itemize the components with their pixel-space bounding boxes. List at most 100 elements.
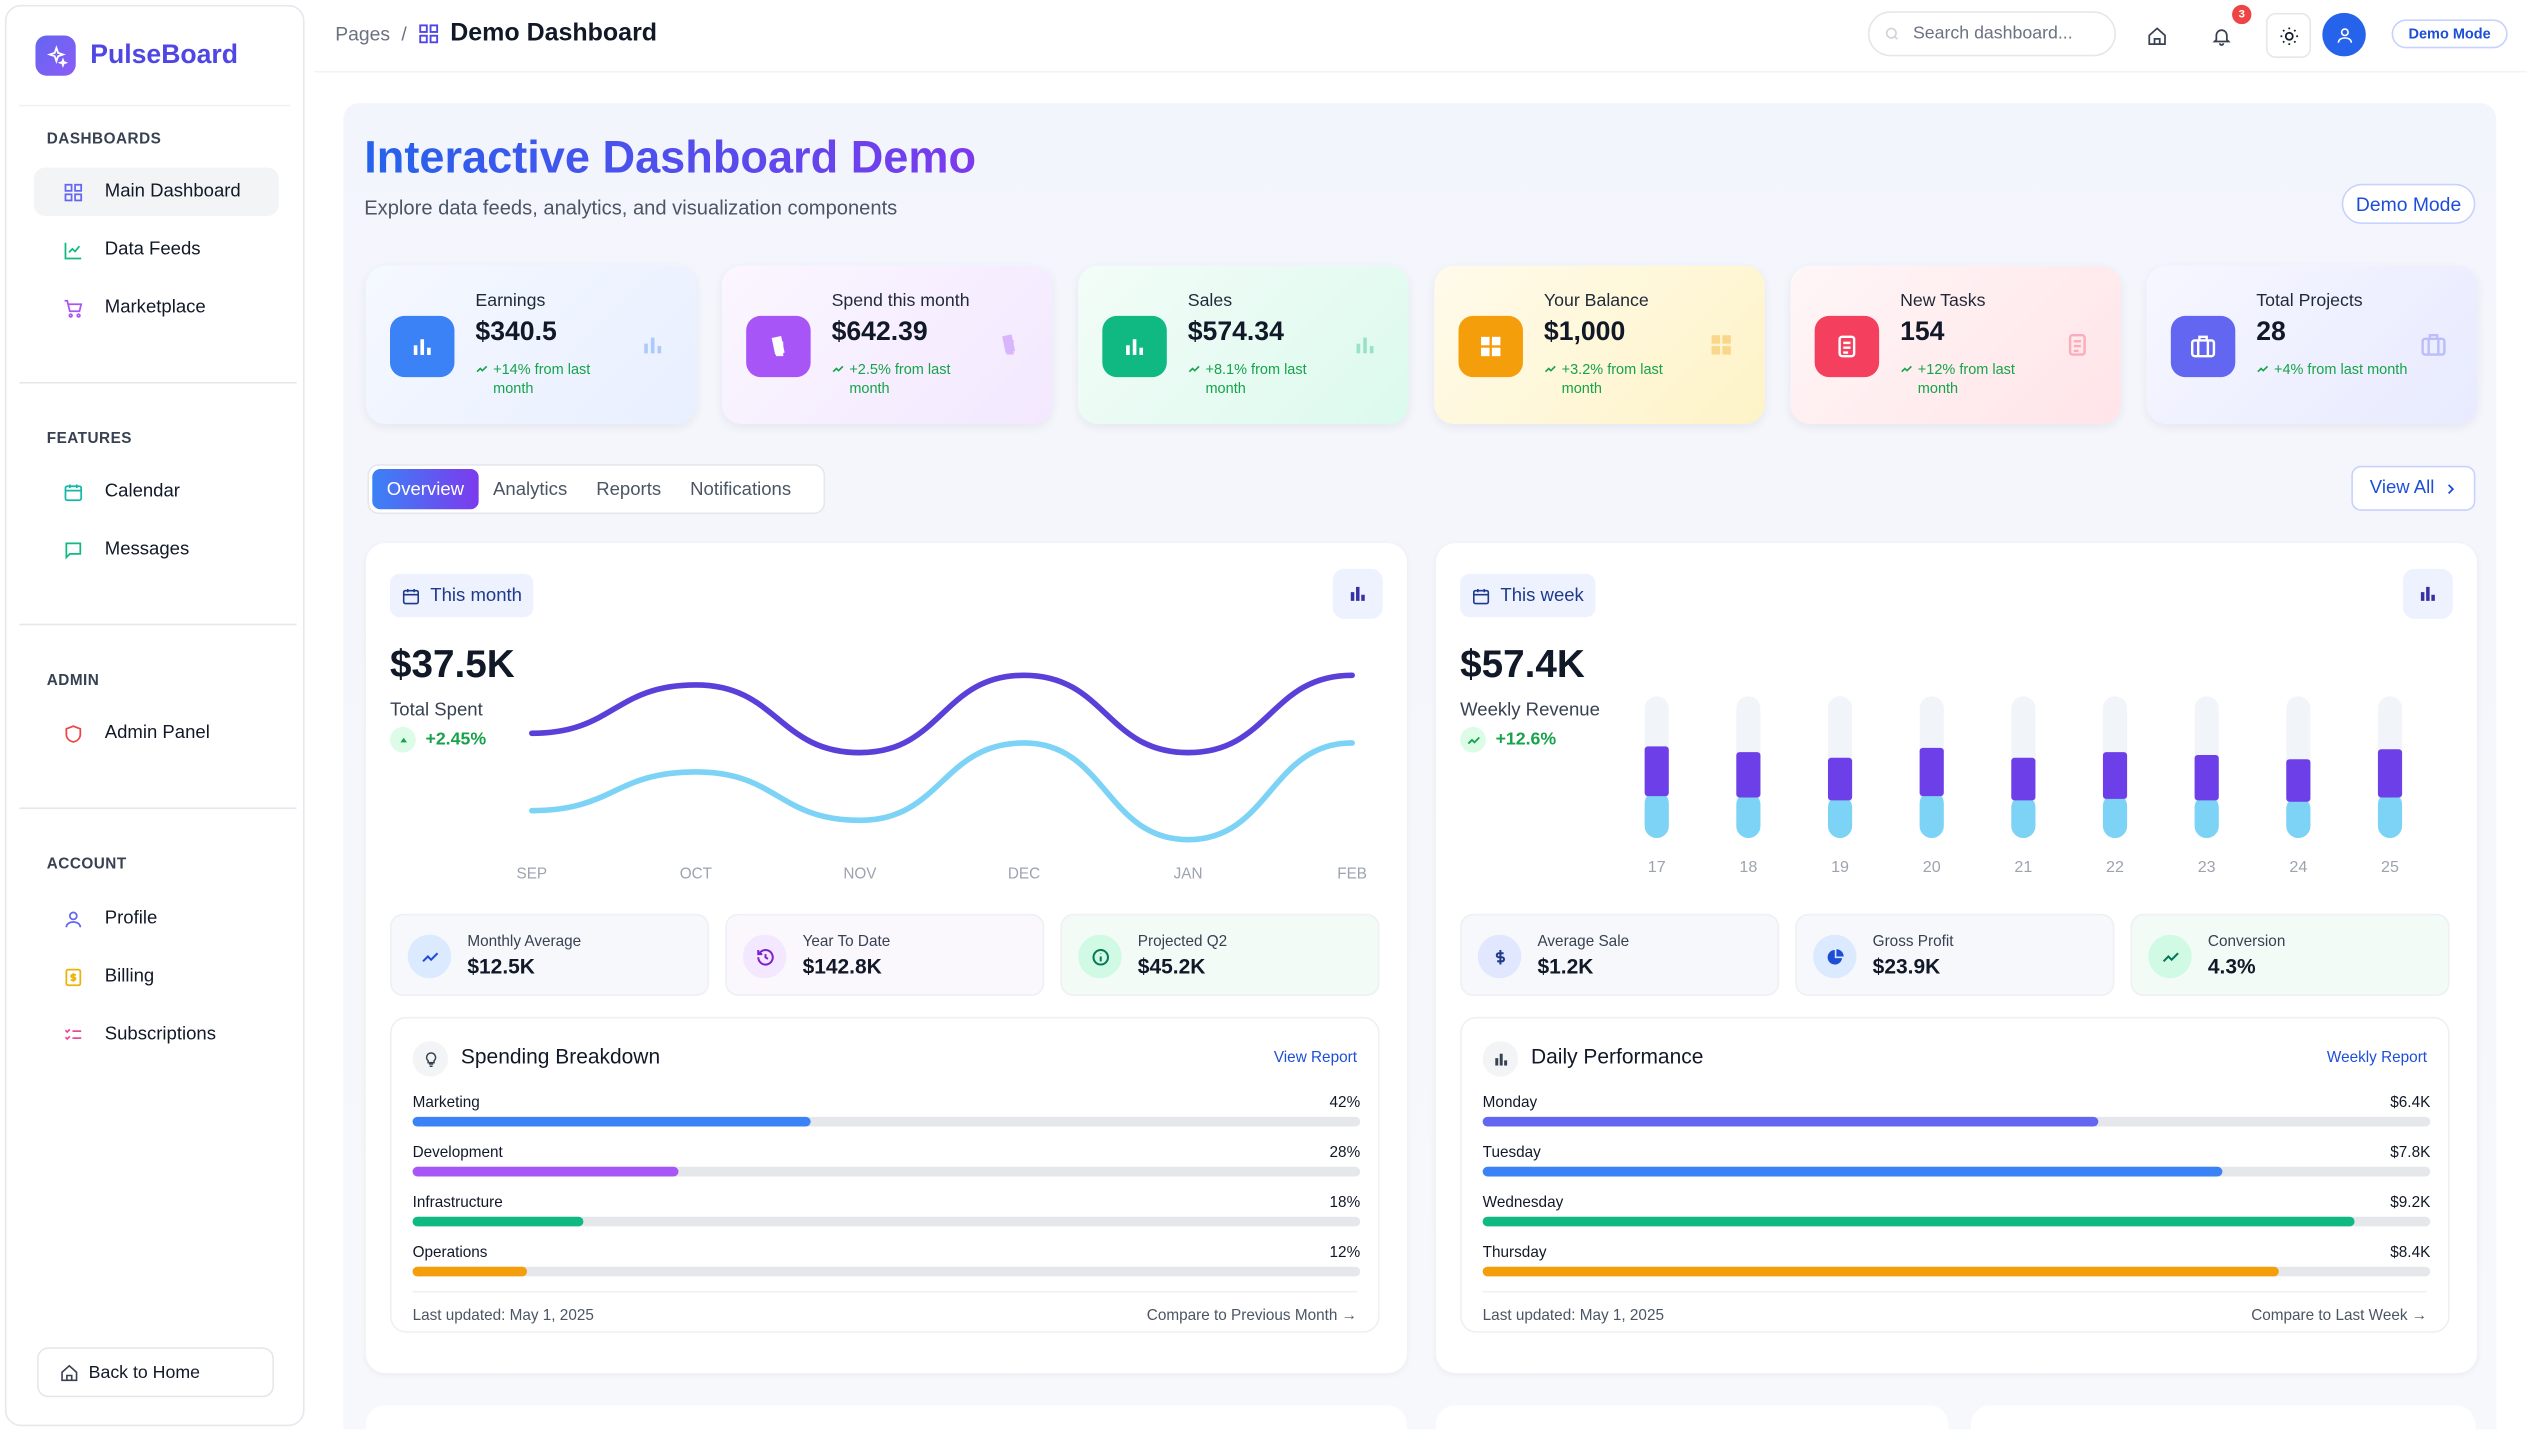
bar-segment-blue[interactable] xyxy=(1919,791,1944,839)
clipboard-icon xyxy=(2063,330,2092,367)
sidebar-item-main-dashboard[interactable]: Main Dashboard xyxy=(33,167,279,216)
row-label: Infrastructure xyxy=(412,1194,503,1212)
bottom-card xyxy=(1435,1405,1949,1430)
demo-mode-badge[interactable]: Demo Mode xyxy=(2391,19,2508,49)
stat-label: Total Projects xyxy=(2256,291,2363,312)
brand[interactable]: PulseBoard xyxy=(19,6,291,107)
trending-up-icon xyxy=(1460,726,1486,753)
bar-segment-purple[interactable] xyxy=(2011,757,2036,801)
bar-segment-blue[interactable] xyxy=(2377,792,2403,839)
sidebar-item-calendar[interactable]: Calendar xyxy=(34,467,279,515)
period-selector[interactable]: This month xyxy=(390,573,534,618)
view-all-button[interactable]: View All xyxy=(2351,465,2476,511)
stat-card-your-balance[interactable]: Your Balance $1,000 +3.2% from last mont… xyxy=(1434,265,1765,424)
sidebar-item-billing[interactable]: Billing xyxy=(34,952,279,1000)
row-value: $8.4K xyxy=(2390,1244,2431,1262)
x-tick-label: 25 xyxy=(2381,858,2399,876)
bar-chart-icon xyxy=(2417,583,2438,604)
bar-segment-blue[interactable] xyxy=(2102,794,2128,839)
stat-card-sales[interactable]: Sales $574.34 +8.1% from last month xyxy=(1078,265,1409,424)
sidebar-item-label: Data Feeds xyxy=(104,240,201,260)
main-content: Interactive Dashboard Demo Explore data … xyxy=(343,103,2497,1430)
pie-chart-icon xyxy=(1813,934,1857,979)
info-icon xyxy=(1078,934,1122,979)
home-button[interactable] xyxy=(2137,16,2176,55)
compare-link[interactable]: Compare to Last Week → xyxy=(2251,1307,2428,1325)
mini-label: Projected Q2 xyxy=(1137,933,1228,951)
weekly-report-link[interactable]: Weekly Report xyxy=(2326,1049,2428,1067)
progress-fill xyxy=(412,1266,527,1277)
chart-type-button[interactable] xyxy=(1332,568,1383,619)
stat-card-earnings[interactable]: Earnings $340.5 +14% from last month xyxy=(365,265,697,424)
tab-analytics[interactable]: Analytics xyxy=(493,479,568,499)
bar-segment-purple[interactable] xyxy=(2377,749,2403,798)
bar-segment-purple[interactable] xyxy=(1644,746,1669,797)
progress-track xyxy=(1482,1216,2431,1227)
row-value: 28% xyxy=(1329,1144,1361,1162)
bar-segment-blue[interactable] xyxy=(1644,791,1669,839)
bar-segment-purple[interactable] xyxy=(1827,757,1853,801)
sidebar-item-data-feeds[interactable]: Data Feeds xyxy=(34,226,279,274)
sidebar-item-subscriptions[interactable]: Subscriptions xyxy=(34,1010,279,1058)
bar-segment-blue[interactable] xyxy=(1827,795,1853,839)
bar-segment-blue[interactable] xyxy=(2011,795,2036,839)
x-tick-label: 19 xyxy=(1831,858,1849,876)
progress-track xyxy=(412,1216,1361,1227)
notifications-button[interactable] xyxy=(2201,16,2240,55)
sidebar-item-messages[interactable]: Messages xyxy=(34,525,279,573)
bar-segment-blue[interactable] xyxy=(2194,795,2219,839)
bar-segment-blue[interactable] xyxy=(1736,792,1761,839)
sidebar-item-admin-panel[interactable]: Admin Panel xyxy=(34,709,279,757)
lightbulb-icon xyxy=(412,1041,449,1077)
period-label: This month xyxy=(430,585,522,606)
briefcase-icon xyxy=(2419,330,2448,367)
tab-overview[interactable]: Overview xyxy=(372,468,479,510)
stat-trend-text: +14% from last month xyxy=(493,360,591,397)
stat-card-total-projects[interactable]: Total Projects 28 +4% from last month xyxy=(2146,265,2478,424)
period-selector[interactable]: This week xyxy=(1460,573,1596,618)
stat-card-new-tasks[interactable]: New Tasks 154 +12% from last month xyxy=(1790,265,2121,424)
chart-type-button[interactable] xyxy=(2402,568,2453,619)
x-tick-label: 18 xyxy=(1739,858,1757,876)
search-input[interactable]: Search dashboard... xyxy=(1867,11,2117,57)
demo-mode-button[interactable]: Demo Mode xyxy=(2341,183,2476,225)
bar-segment-blue[interactable] xyxy=(2286,796,2311,839)
tab-reports[interactable]: Reports xyxy=(596,479,662,499)
trending-up-icon xyxy=(832,365,844,373)
bar-segment-purple[interactable] xyxy=(1919,747,1944,797)
user-icon xyxy=(60,906,86,932)
stat-value: 154 xyxy=(1900,317,1945,347)
sidebar-item-marketplace[interactable]: Marketplace xyxy=(34,284,279,332)
view-report-link[interactable]: View Report xyxy=(1273,1049,1357,1067)
avatar[interactable] xyxy=(2322,12,2366,57)
row-label: Operations xyxy=(412,1244,488,1262)
bar-segment-purple[interactable] xyxy=(2194,754,2219,801)
stat-trend-text: +2.5% from last month xyxy=(849,360,951,397)
stat-label: Your Balance xyxy=(1543,291,1649,312)
hero-title: Interactive Dashboard Demo xyxy=(364,132,977,183)
stat-card-spend-this-month[interactable]: Spend this month $642.39 +2.5% from last… xyxy=(721,265,1053,424)
breadcrumb-pages[interactable]: Pages xyxy=(335,22,391,46)
bar-segment-purple[interactable] xyxy=(2102,752,2128,799)
tab-notifications[interactable]: Notifications xyxy=(690,479,792,499)
period-label: This week xyxy=(1500,585,1584,606)
progress-track xyxy=(412,1266,1361,1277)
bar-segment-purple[interactable] xyxy=(1736,752,1761,798)
trending-up-icon xyxy=(2148,934,2192,979)
compare-link[interactable]: Compare to Previous Month → xyxy=(1146,1307,1357,1325)
stat-trend: +8.1% from last month xyxy=(1188,359,1341,398)
stat-label: Sales xyxy=(1187,291,1233,312)
bar-segment-purple[interactable] xyxy=(2286,759,2311,802)
progress-fill xyxy=(412,1216,584,1227)
back-to-home-button[interactable]: Back to Home xyxy=(37,1347,274,1398)
breadcrumb-separator: / xyxy=(401,22,407,46)
grid-icon xyxy=(418,23,441,46)
sidebar-item-profile[interactable]: Profile xyxy=(34,894,279,942)
x-tick-label: 22 xyxy=(2106,858,2124,876)
list-check-icon xyxy=(60,1022,86,1048)
stat-trend: +3.2% from last month xyxy=(1544,359,1697,398)
theme-toggle-button[interactable] xyxy=(2265,12,2312,59)
mini-value: $142.8K xyxy=(802,954,882,979)
home-icon xyxy=(60,1363,79,1382)
row-value: $6.4K xyxy=(2390,1094,2431,1113)
